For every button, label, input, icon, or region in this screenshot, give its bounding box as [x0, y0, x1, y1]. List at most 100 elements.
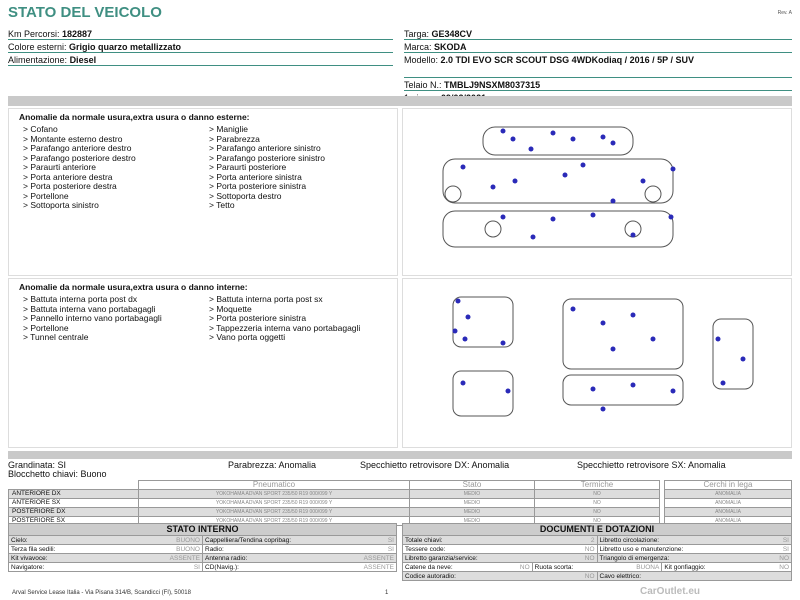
damage-item: > Porta anteriore destra: [23, 171, 113, 182]
field-label: Libretto garanzia/service:: [405, 555, 478, 562]
damage-item: > Battuta interna porta post sx: [209, 294, 323, 304]
damage-dot: [740, 356, 746, 362]
rim-state: ANOMALIA: [664, 489, 792, 499]
tyre-state: MEDIO: [409, 489, 535, 499]
damage-item: > Montante esterno destro: [23, 133, 123, 144]
field-label: Libretto circolazione:: [599, 537, 660, 544]
external-title: Anomalie da normale usura,extra usura o …: [19, 112, 250, 122]
field-value: 2: [590, 537, 595, 544]
table-row: POSTERIORE DX YOKOHAMA ADVAN SPORT 235/50…: [8, 507, 660, 517]
damage-dot: [668, 214, 674, 220]
damage-dot: [465, 314, 471, 320]
tyre-position: ANTERIORE DX: [8, 489, 139, 499]
external-damage-panel: Anomalie da normale usura,extra usura o …: [8, 108, 398, 276]
watermark-logo: CarOutlet.eu: [640, 586, 701, 597]
damage-item: > Tappezzeria interna vano portabagagli: [209, 322, 361, 333]
field-label: Totale chiavi:: [405, 537, 443, 544]
damage-dot: [600, 406, 606, 412]
table-row: ANTERIORE DX YOKOHAMA ADVAN SPORT 235/50 …: [8, 489, 660, 499]
interior-section: STATO INTERNO Cielo: BUONO Cappelliera/Tend…: [8, 523, 397, 572]
vehicle-field: Colore esterni: Grigio quarzo metallizza…: [8, 41, 393, 53]
damage-dot: [500, 340, 506, 346]
damage-item: > Tetto: [209, 200, 235, 210]
field-value: BUONO: [176, 546, 200, 553]
damage-item: > Parafango posteriore sinistro: [209, 152, 325, 163]
field-label: Ruota scorta:: [534, 564, 574, 571]
interior-outline: [562, 298, 684, 370]
field: CD(Navig.): ASSENTE: [202, 563, 396, 571]
section-row: Cielo: BUONO Cappelliera/Tendina copribag:…: [9, 535, 396, 544]
damage-item: > Moquette: [209, 303, 252, 314]
damage-dot: [590, 386, 596, 392]
field-value: NO: [519, 564, 530, 571]
damage-dot: [460, 164, 466, 170]
vehicle-field: Modello: 2.0 TDI EVO SCR SCOUT DSG 4WDKo…: [404, 54, 792, 78]
damage-dot: [640, 178, 646, 184]
vehicle-field: Km Percorsi: 182887: [8, 28, 393, 40]
damage-item: > Porta posteriore destra: [23, 181, 117, 191]
interior-outline: [452, 370, 514, 417]
field-value: SI: [193, 564, 200, 571]
field-value: NO: [584, 573, 595, 580]
damage-dot: [562, 172, 568, 178]
section-row: Navigatore: SI CD(Navig.): ASSENTE: [9, 562, 396, 571]
damage-dot: [500, 128, 506, 134]
damage-dot: [610, 198, 616, 204]
field: Libretto garanzia/service: NO: [403, 554, 597, 562]
damage-dot: [510, 136, 516, 142]
damage-dot: [600, 134, 606, 140]
damage-dot: [630, 232, 636, 238]
field: Cappelliera/Tendina copribag: SI: [202, 536, 396, 544]
field-label: Radio:: [205, 546, 224, 553]
page-title: STATO DEL VEICOLO: [8, 4, 162, 21]
wheel-outline: [644, 185, 662, 203]
rim-state: ANOMALIA: [664, 507, 792, 517]
damage-dot: [455, 298, 461, 304]
header-termiche: Termiche: [534, 480, 660, 490]
damage-item: > Sottoporta sinistro: [23, 200, 99, 210]
field: Navigatore: SI: [9, 563, 202, 571]
section-row: Totale chiavi: 2 Libretto circolazione: SI: [403, 535, 791, 544]
damage-dot: [670, 166, 676, 172]
field: Tessere code: NO: [403, 545, 597, 553]
field-label: Targa:: [404, 29, 430, 39]
section-row: Tessere code: NO Libretto uso e manutenzio…: [403, 544, 791, 553]
damage-item: > Pannello interno vano portabagagli: [23, 313, 162, 323]
section-row: Kit vivavoce: ASSENTE Antenna radio: ASSENT…: [9, 553, 396, 562]
field-value: NO: [584, 546, 595, 553]
field: Kit gonfiaggio: NO: [661, 563, 791, 571]
table-row: ANOMALIA: [664, 507, 792, 517]
damage-dot: [610, 140, 616, 146]
tyre-winter: NO: [534, 507, 660, 517]
field-value: ASSENTE: [363, 555, 394, 562]
damage-dot: [505, 388, 511, 394]
damage-dot: [462, 336, 468, 342]
field: Triangolo di emergenza: NO: [596, 554, 792, 562]
tyre-position: ANTERIORE SX: [8, 498, 139, 508]
damage-item: > Porta posteriore sinistra: [209, 181, 307, 191]
field-value: GE348CV: [431, 29, 473, 39]
field-label: Colore esterni:: [8, 42, 67, 52]
damage-item: > Parafango anteriore sinistro: [209, 143, 321, 153]
damage-item: > Parafango posteriore destro: [23, 152, 136, 163]
field-label: Catene da neve:: [405, 564, 453, 571]
interior-outline: [452, 296, 514, 348]
field: Ruota scorta: BUONA: [531, 563, 662, 571]
damage-dot: [600, 320, 606, 326]
field-value: 2.0 TDI EVO SCR SCOUT DSG 4WDKodiaq / 20…: [440, 55, 694, 65]
damage-dot: [512, 178, 518, 184]
damage-dot: [570, 306, 576, 312]
field: Cielo: BUONO: [9, 536, 202, 544]
field-value: BUONO: [176, 537, 200, 544]
divider-bar: [8, 451, 792, 459]
field-value: SKODA: [434, 42, 467, 52]
field: Codice autoradio: NO: [403, 572, 597, 580]
empty-header: [9, 481, 139, 490]
internal-damage-panel: Anomalie da normale usura,extra usura o …: [8, 278, 398, 448]
field: Cavo elettrico:: [596, 572, 792, 580]
tyre-winter: NO: [534, 498, 660, 508]
field-value: ASSENTE: [169, 555, 200, 562]
field-label: Cavo elettrico:: [599, 573, 642, 580]
interior-outline: [562, 374, 684, 406]
field: Libretto circolazione: SI: [596, 536, 792, 544]
